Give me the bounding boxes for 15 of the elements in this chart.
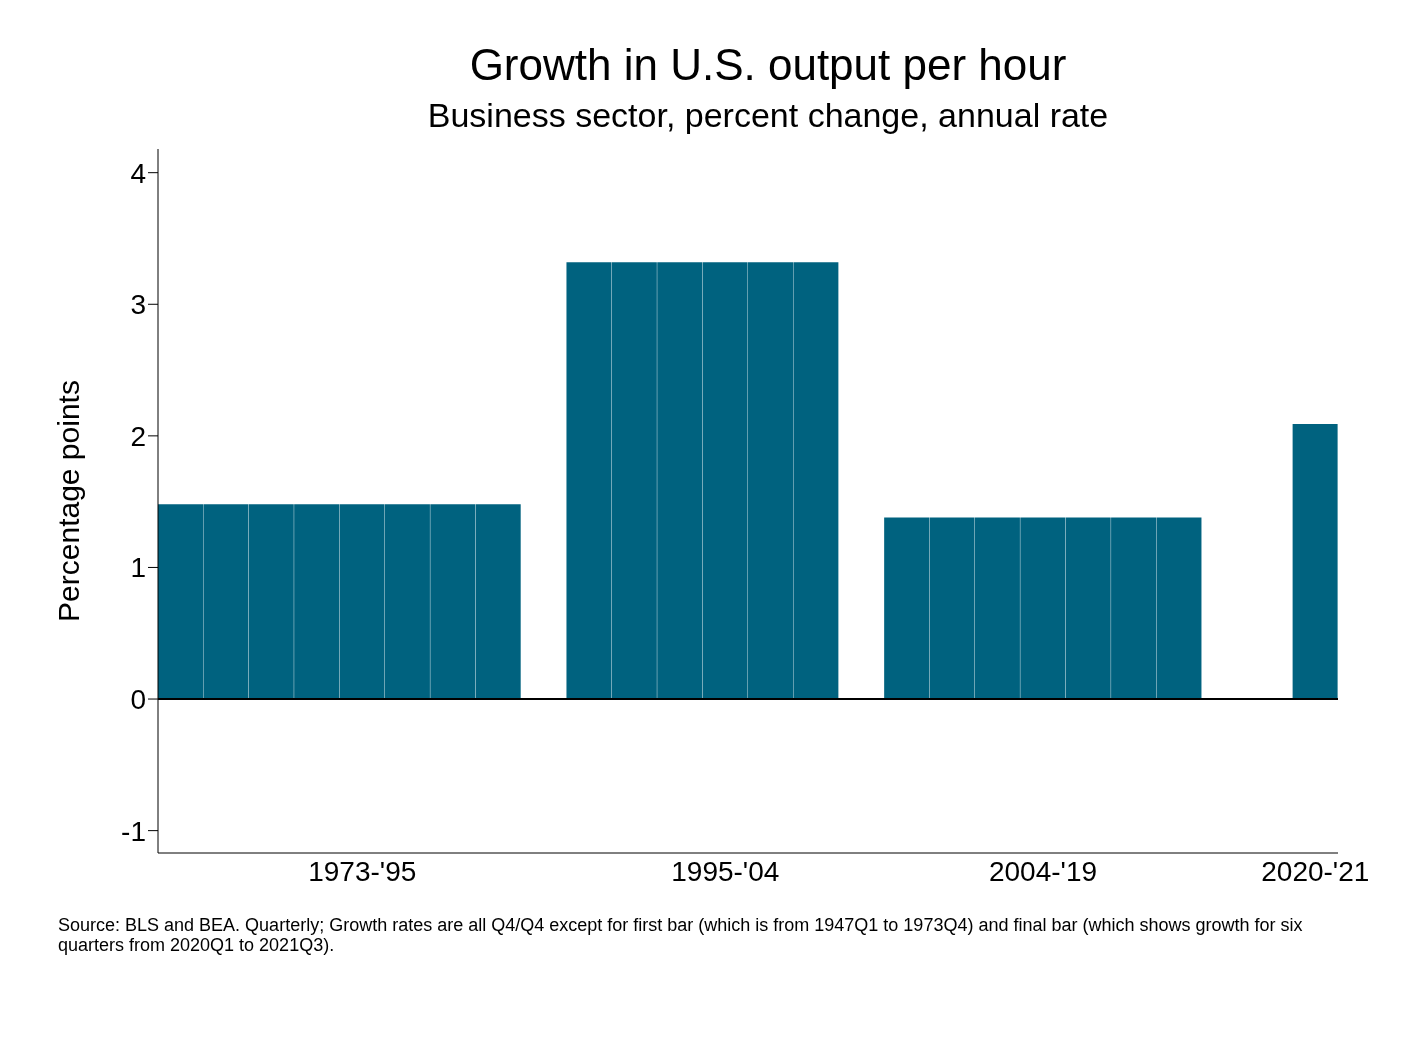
y-tick-label: 2 (130, 420, 146, 452)
x-tick-label: 1973-'95 (308, 855, 417, 887)
x-tick-label: 1995-'04 (671, 855, 780, 887)
chart-title: Growth in U.S. output per hour (468, 40, 1068, 90)
y-tick-label: -1 (121, 815, 146, 847)
chart-subtitle: Business sector, percent change, annual rate (426, 96, 1110, 135)
y-tick-label: 3 (130, 289, 146, 321)
y-tick-label: 0 (130, 683, 146, 715)
bar (1292, 424, 1338, 700)
source-note: Source: BLS and BEA. Quarterly; Growth rates are all Q4/Q4 except for first bar (which is from 1947Q1 to 1973Q4) and final bar (which shows growth for six quarters from 2020Q1 to 2021Q3). (58, 915, 1304, 955)
x-tick-label: 2020-'21 (1261, 855, 1370, 887)
y-tick-label: 1 (130, 552, 146, 584)
y-axis-title: Percentage points (51, 380, 85, 622)
x-tick-label: 2004-'19 (988, 855, 1098, 887)
y-tick-label: 4 (130, 157, 146, 189)
